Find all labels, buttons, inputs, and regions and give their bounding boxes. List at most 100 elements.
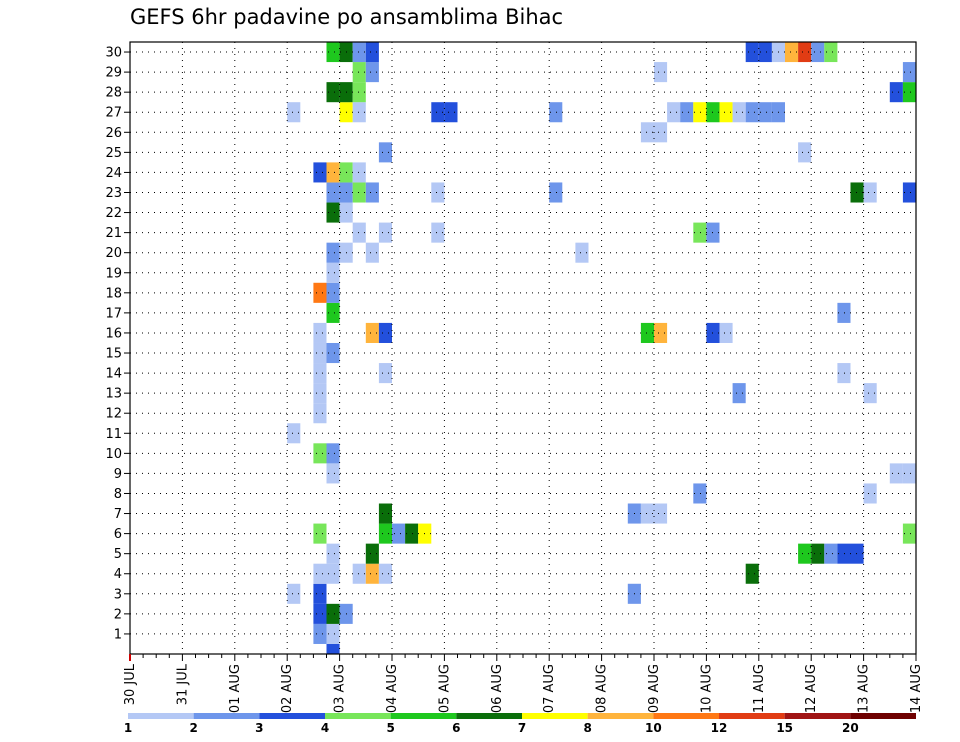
y-tick-label: 29 [105, 66, 122, 81]
heatmap-cell [378, 142, 392, 163]
colorbar-label: 5 [386, 721, 394, 735]
y-tick-label: 8 [114, 487, 122, 502]
heatmap-cell [405, 523, 419, 544]
heatmap-cell [287, 423, 301, 444]
heatmap-cell [798, 543, 812, 564]
y-tick-label: 14 [105, 367, 122, 382]
heatmap-cell [431, 102, 445, 123]
colorbar-label: 1 [124, 721, 132, 735]
heatmap-cell [902, 523, 916, 544]
heatmap-cell [902, 62, 916, 83]
y-tick-label: 2 [114, 607, 122, 622]
heatmap-cell [745, 563, 759, 584]
heatmap-cell [365, 322, 379, 343]
x-tick-label: 11 AUG [752, 664, 767, 713]
x-tick-label: 04 AUG [385, 664, 400, 713]
y-tick-label: 9 [114, 467, 122, 482]
x-tick-label: 02 AUG [280, 664, 295, 713]
heatmap-cell [326, 643, 340, 654]
colorbar-segment [587, 713, 654, 719]
colorbar-segment [390, 713, 457, 719]
colorbar-label: 20 [842, 721, 859, 735]
x-tick-label: 05 AUG [437, 664, 452, 713]
colorbar-segment [784, 713, 851, 719]
heatmap-cell [352, 102, 366, 123]
colorbar-segment [259, 713, 325, 719]
heatmap-cell [326, 342, 340, 364]
chart-title: GEFS 6hr padavine po ansamblima Bihac [130, 5, 563, 29]
colorbar-label: 3 [255, 721, 263, 735]
heatmap-cell [693, 102, 707, 123]
heatmap-cell [431, 222, 445, 243]
heatmap-cell [902, 82, 916, 103]
heatmap-cell [654, 122, 668, 143]
heatmap-cell [326, 182, 340, 203]
heatmap-cell [326, 443, 340, 464]
heatmap-cell [313, 342, 327, 364]
heatmap-cell [732, 383, 746, 404]
heatmap-cell [313, 403, 327, 424]
y-tick-label: 30 [105, 46, 122, 61]
heatmap-cell [732, 102, 746, 123]
heatmap-cell [785, 42, 799, 63]
heatmap-cell [313, 162, 327, 183]
x-tick-label: 31 JUL [175, 663, 190, 705]
colorbar-label: 15 [776, 721, 793, 735]
heatmap-cell [326, 563, 340, 584]
colorbar-segment [325, 713, 391, 719]
heatmap-cell [378, 523, 392, 544]
y-tick-label: 12 [105, 407, 122, 422]
heatmap-cell [889, 82, 903, 103]
y-tick-label: 21 [105, 226, 122, 241]
heatmap-cell [693, 222, 707, 243]
colorbar-label: 6 [452, 721, 460, 735]
x-tick-label: 13 AUG [857, 664, 872, 713]
y-tick-label: 24 [105, 166, 122, 181]
colorbar-label: 2 [189, 721, 197, 735]
heatmap-cell [326, 262, 340, 283]
heatmap-cell [837, 363, 851, 384]
heatmap-cell [640, 322, 654, 343]
x-tick-label: 10 AUG [699, 664, 714, 713]
heatmap-cell [837, 302, 851, 323]
heatmap-cell [313, 523, 327, 544]
heatmap-cell [287, 583, 301, 604]
y-tick-label: 13 [105, 387, 122, 402]
y-tick-label: 20 [105, 246, 122, 261]
heatmap-cell [313, 443, 327, 464]
y-tick-label: 16 [105, 326, 122, 341]
heatmap-cell [352, 62, 366, 83]
heatmap-cell [863, 383, 877, 404]
heatmap-cell [352, 42, 366, 63]
y-tick-label: 23 [105, 186, 122, 201]
y-tick-label: 26 [105, 126, 122, 141]
heatmap-cell [313, 363, 327, 384]
y-tick-label: 28 [105, 86, 122, 101]
heatmap-cell [313, 383, 327, 404]
colorbar-segment [719, 713, 785, 719]
colorbar-segment [522, 713, 588, 719]
colorbar-segment [653, 713, 719, 719]
heatmap-cell [365, 62, 379, 83]
heatmap-cell [326, 282, 340, 303]
heatmap-cell [392, 523, 406, 544]
y-tick-label: 5 [114, 547, 122, 562]
heatmap-cell [850, 543, 864, 564]
heatmap-cell [837, 543, 851, 564]
heatmap-cell [313, 563, 327, 584]
heatmap-cell [365, 42, 379, 63]
heatmap-cell [719, 102, 733, 123]
y-tick-label: 10 [105, 447, 122, 462]
y-tick-label: 7 [114, 507, 122, 522]
heatmap-cell [352, 162, 366, 183]
grid-lines [130, 42, 916, 654]
y-tick-label: 15 [105, 347, 122, 362]
heatmap-cell [745, 102, 759, 123]
x-tick-label: 06 AUG [490, 664, 505, 713]
heatmap-cell [811, 42, 825, 63]
heatmap-cell [549, 102, 563, 123]
heatmap-cell [431, 182, 445, 203]
heatmap-cell [378, 322, 392, 343]
x-tick-label: 30 JUL [123, 663, 138, 705]
